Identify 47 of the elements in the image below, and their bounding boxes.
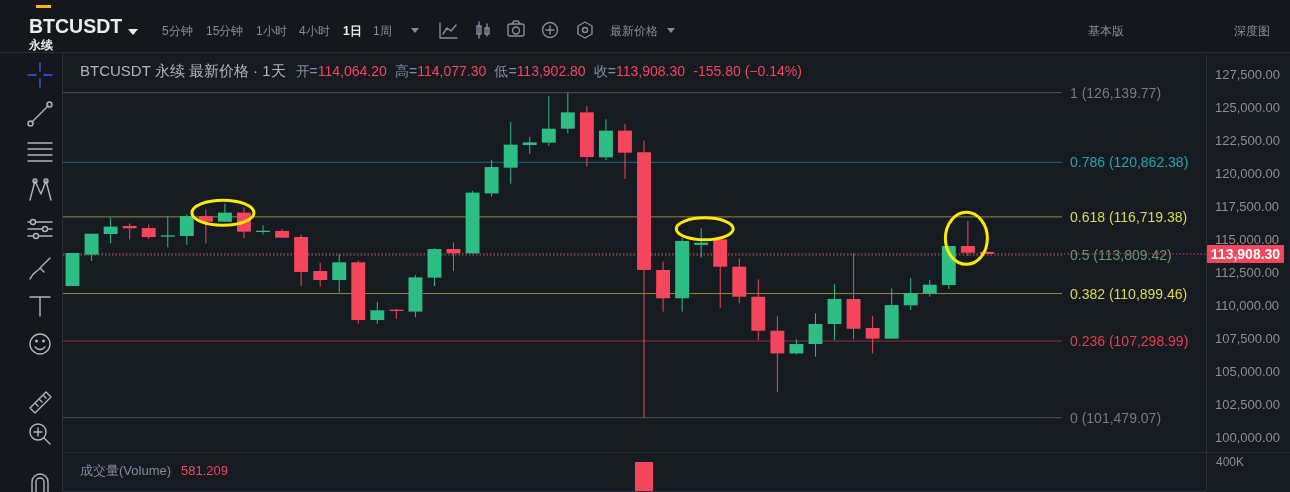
- annotation: 高=114,077.30: [395, 63, 487, 79]
- text: 4小时: [299, 24, 330, 38]
- ref-line-label: 0.382 (110,899.46): [1070, 285, 1188, 302]
- ref-line-label: 0 (101,479.07): [1070, 409, 1162, 426]
- y-tick-label: 127,500.00: [1215, 67, 1281, 83]
- y-tick-label: 105,000.00: [1215, 363, 1281, 379]
- ref-line-label: 0.236 (107,298.99): [1070, 333, 1189, 350]
- text: 15分钟: [206, 24, 244, 38]
- ref-line: 0.236 (107,298.99): [62, 333, 1189, 350]
- ref-line: 0.618 (116,719.38): [62, 208, 1188, 225]
- text: BTCUSDT 永续 最新价格 · 1天: [80, 62, 286, 79]
- y-tick-label: 125,000.00: [1215, 100, 1281, 116]
- text: 深度图: [1234, 24, 1270, 38]
- text: 1日: [343, 24, 362, 38]
- y-tick-label: 100,000.00: [1215, 429, 1281, 445]
- annotation: -155.80 (−0.14%): [693, 63, 802, 79]
- y-tick-label: 117,500.00: [1215, 199, 1280, 215]
- ref-line: 0 (101,479.07): [62, 409, 1162, 426]
- text: 最新价格: [610, 24, 658, 38]
- ref-line-label: 1 (126,139.77): [1070, 84, 1162, 101]
- ref-line-label: 0.786 (120,862.38): [1070, 154, 1189, 171]
- ref-line-label: 113,908.30: [1210, 245, 1281, 262]
- annotation: 低=113,902.80: [494, 63, 586, 79]
- text: 1小时: [256, 24, 287, 38]
- text: 400K: [1216, 455, 1245, 469]
- y-tick-label: 120,000.00: [1215, 166, 1281, 182]
- y-tick-label: 112,500.00: [1215, 264, 1280, 280]
- text: 基本版: [1088, 24, 1124, 38]
- ref-line: 0.382 (110,899.46): [62, 285, 1188, 302]
- ref-line: 0.786 (120,862.38): [62, 154, 1189, 171]
- ref-line-label: 0.618 (116,719.38): [1070, 208, 1188, 225]
- annotation: 581.209: [181, 463, 229, 478]
- ref-line: 1 (126,139.77): [62, 84, 1162, 101]
- annotation: 开=114,064.20: [295, 63, 388, 79]
- y-tick-label: 107,500.00: [1215, 330, 1281, 346]
- text: 5分钟: [162, 24, 193, 38]
- y-tick-label: 102,500.00: [1215, 396, 1281, 412]
- text: 永续: [28, 38, 54, 52]
- text: BTCUSDT: [29, 15, 123, 37]
- ref-line-label: 0.5 (113,809.42): [1070, 247, 1172, 264]
- y-tick-label: 122,500.00: [1215, 133, 1281, 149]
- annotation: 收=113,908.30: [593, 63, 686, 79]
- y-tick-label: 115,000.00: [1215, 232, 1280, 248]
- text: 1周: [373, 24, 392, 38]
- y-tick-label: 110,000.00: [1215, 297, 1280, 313]
- chart-title: 成交量(Volume): [80, 463, 172, 478]
- ref-line: 0.5 (113,809.42): [62, 247, 1172, 264]
